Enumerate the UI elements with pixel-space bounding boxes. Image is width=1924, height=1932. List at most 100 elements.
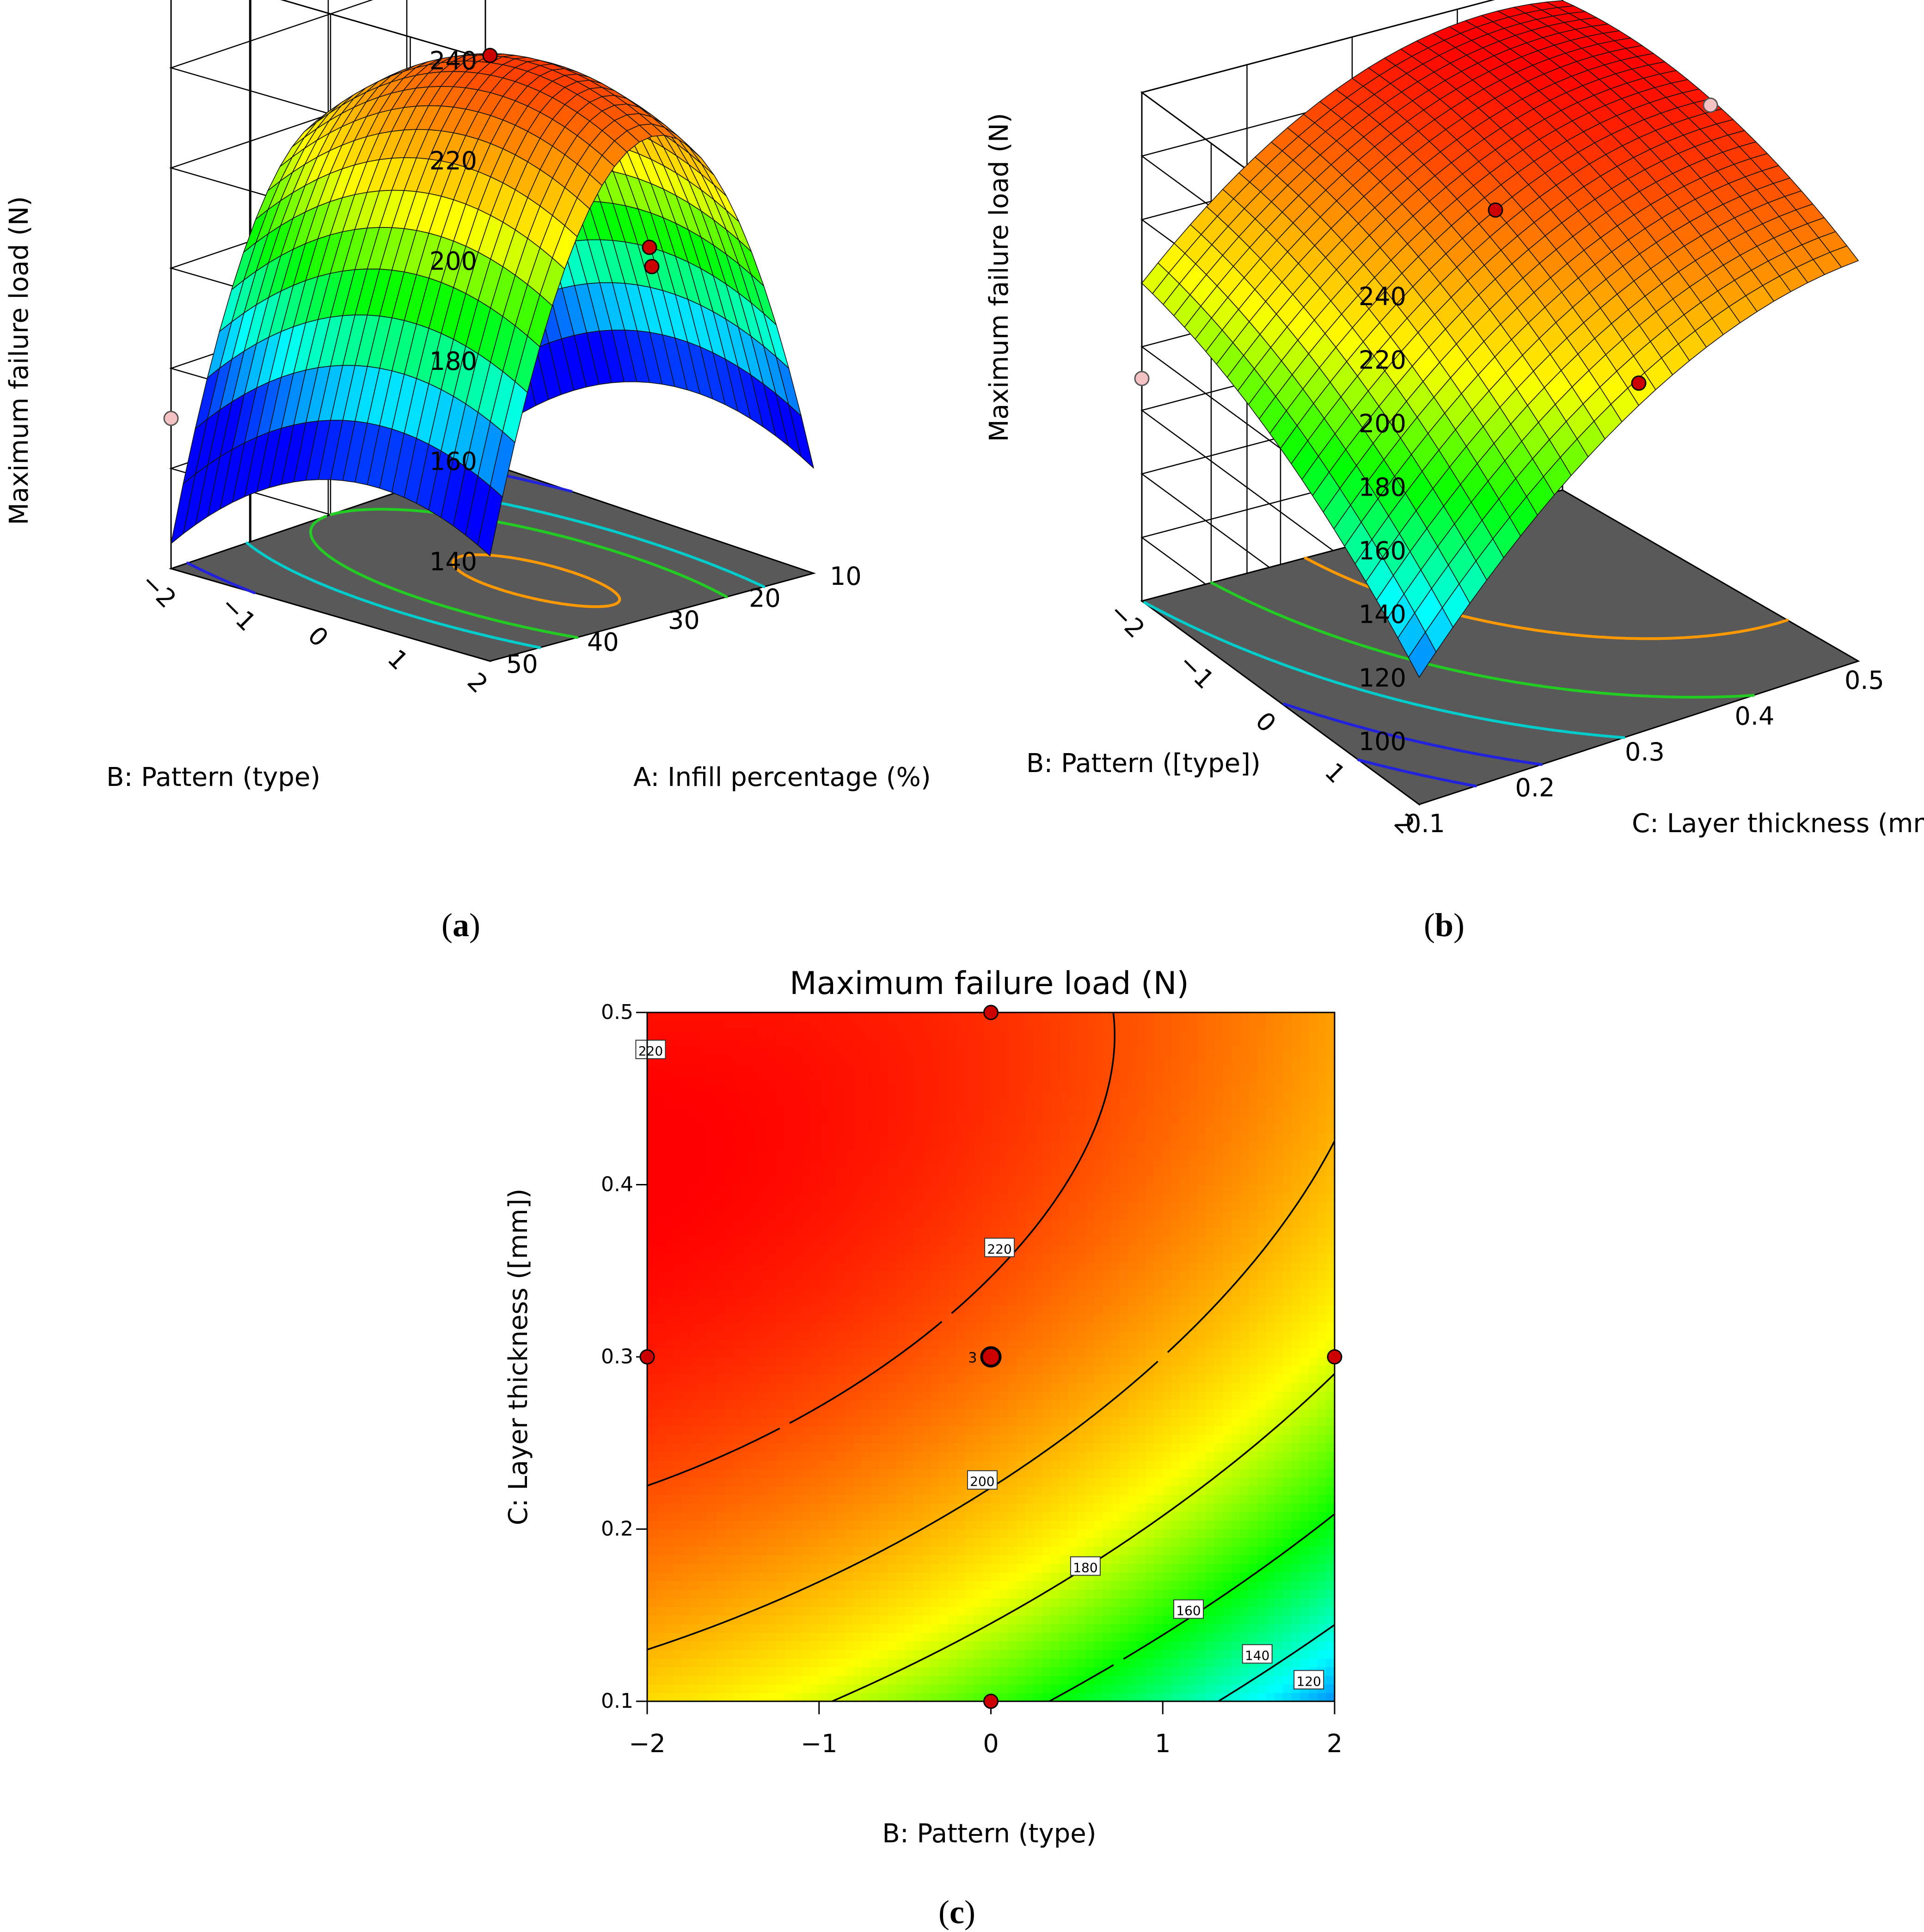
fill-cell	[656, 1339, 665, 1349]
fill-cell	[802, 1064, 811, 1073]
fill-cell	[956, 1081, 966, 1091]
fill-cell	[741, 1322, 751, 1331]
fill-cell	[656, 1365, 665, 1374]
fill-cell	[707, 1598, 717, 1607]
fill-cell	[853, 1451, 863, 1461]
fill-cell	[690, 1684, 699, 1693]
fill-cell	[948, 1210, 957, 1220]
fill-cell	[1008, 1210, 1017, 1220]
fill-cell	[810, 1632, 820, 1642]
fill-cell	[1008, 1495, 1017, 1504]
fill-cell	[905, 1408, 914, 1418]
fill-cell	[836, 1193, 846, 1202]
fill-cell	[888, 1348, 897, 1357]
fill-cell	[767, 1400, 777, 1409]
fill-cell	[991, 1546, 1000, 1556]
fill-cell	[733, 1564, 742, 1573]
fill-cell	[896, 1150, 906, 1159]
y-axis-label: B: Pattern ([type])	[1026, 748, 1261, 779]
fill-cell	[699, 1331, 708, 1340]
fill-cell	[939, 1047, 949, 1056]
fill-cell	[845, 1296, 854, 1306]
fill-cell	[802, 1339, 811, 1349]
fill-cell	[690, 1391, 699, 1400]
fill-cell	[974, 1555, 983, 1564]
fill-cell	[656, 1193, 665, 1202]
fill-cell	[827, 1365, 837, 1374]
fill-cell	[965, 1038, 974, 1048]
fill-cell	[810, 1305, 820, 1314]
fill-cell	[673, 1581, 682, 1590]
fill-cell	[974, 1288, 983, 1297]
fill-cell	[991, 1495, 1000, 1504]
fill-cell	[1017, 1538, 1026, 1547]
fill-cell	[767, 1047, 777, 1056]
fill-cell	[819, 1176, 828, 1185]
fill-cell	[896, 1365, 906, 1374]
fill-cell	[802, 1038, 811, 1048]
fill-cell	[965, 1331, 974, 1340]
fill-cell	[759, 1477, 768, 1487]
fill-cell	[784, 1607, 794, 1616]
fill-cell	[716, 1460, 725, 1469]
fill-cell	[733, 1589, 742, 1599]
fill-cell	[656, 1313, 665, 1323]
fill-cell	[699, 1555, 708, 1564]
fill-cell	[759, 1641, 768, 1650]
fill-cell	[1008, 1047, 1017, 1056]
fill-cell	[956, 1210, 966, 1220]
fill-cell	[853, 1357, 863, 1366]
fill-cell	[905, 1030, 914, 1039]
fill-cell	[836, 1176, 846, 1185]
fill-cell	[819, 1288, 828, 1297]
fill-cell	[759, 1193, 768, 1202]
fill-cell	[699, 1305, 708, 1314]
fill-cell	[810, 1202, 820, 1211]
fill-cell	[827, 1529, 837, 1538]
fill-cell	[759, 1443, 768, 1452]
fill-cell	[948, 1202, 957, 1211]
fill-cell	[827, 1227, 837, 1237]
fill-cell	[974, 1572, 983, 1581]
fill-cell	[733, 1227, 742, 1237]
fill-cell	[870, 1607, 880, 1616]
fill-cell	[939, 1632, 949, 1642]
fill-cell	[965, 1512, 974, 1521]
fill-cell	[931, 1357, 940, 1366]
fill-cell	[982, 1288, 992, 1297]
fill-cell	[776, 1305, 785, 1314]
fill-cell	[879, 1193, 888, 1202]
fill-cell	[810, 1572, 820, 1581]
fill-cell	[707, 1081, 717, 1091]
fill-cell	[793, 1520, 803, 1530]
fill-cell	[948, 1159, 957, 1168]
fill-cell	[956, 1176, 966, 1185]
fill-cell	[905, 1434, 914, 1443]
fill-cell	[724, 1434, 734, 1443]
fill-cell	[870, 1426, 880, 1435]
fill-cell	[656, 1632, 665, 1642]
fill-cell	[724, 1503, 734, 1512]
fill-cell	[956, 1227, 966, 1237]
fill-cell	[913, 1495, 923, 1504]
fill-cell	[827, 1176, 837, 1185]
fill-cell	[1017, 1374, 1026, 1383]
fill-cell	[965, 1141, 974, 1151]
fill-cell	[784, 1486, 794, 1495]
fill-cell	[741, 1408, 751, 1418]
fill-cell	[913, 1141, 923, 1151]
fill-cell	[750, 1133, 760, 1142]
fill-cell	[999, 1270, 1009, 1280]
fill-cell	[776, 1443, 785, 1452]
fill-cell	[999, 1055, 1009, 1065]
fill-cell	[776, 1460, 785, 1469]
fill-cell	[836, 1572, 846, 1581]
fill-cell	[733, 1167, 742, 1177]
fill-cell	[836, 1581, 846, 1590]
fill-cell	[647, 1176, 656, 1185]
fill-cell	[802, 1331, 811, 1340]
fill-cell	[974, 1434, 983, 1443]
fill-cell	[681, 1529, 691, 1538]
fill-cell	[888, 1503, 897, 1512]
fill-cell	[974, 1141, 983, 1151]
